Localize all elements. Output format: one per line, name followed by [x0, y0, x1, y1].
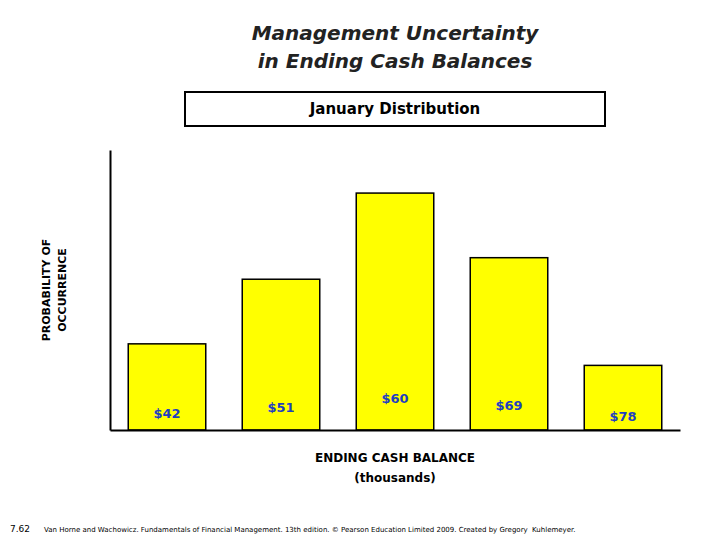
bar: [584, 365, 662, 430]
y-axis-title: PROBABILITY OF: [40, 239, 53, 342]
category-label: $42: [153, 406, 180, 421]
footnote: 7.62: [10, 524, 30, 534]
plot: $42 $51 $60 $69 $78: [111, 151, 681, 431]
title: Management Uncertainty: [252, 21, 540, 45]
category-label: $51: [267, 400, 294, 415]
y-axis-line: [110, 151, 112, 431]
category-label: $78: [609, 409, 636, 424]
bar: [356, 193, 434, 430]
bar: [242, 279, 320, 430]
footnote: Van Horne and Wachowicz. Fundamentals of…: [44, 526, 576, 534]
x-axis-title: (thousands): [354, 471, 436, 485]
category-label: $60: [381, 391, 408, 406]
category-labels: $42 $51 $60 $69 $78: [153, 391, 636, 423]
y-axis-title: OCCURRENCE: [56, 248, 69, 332]
x-axis-title: ENDING CASH BALANCE: [315, 451, 475, 465]
chart: Management Uncertainty in Ending Cash Bal…: [0, 0, 720, 540]
bar: [128, 344, 206, 430]
bars: [128, 193, 662, 430]
subtitle: January Distribution: [309, 100, 481, 118]
x-axis-line: [111, 430, 681, 432]
category-label: $69: [495, 398, 522, 413]
bar: [470, 258, 548, 430]
subtitle-box: [185, 92, 605, 126]
title: in Ending Cash Balances: [258, 49, 533, 73]
x-axis: [111, 430, 681, 431]
y-axis: [110, 151, 111, 431]
